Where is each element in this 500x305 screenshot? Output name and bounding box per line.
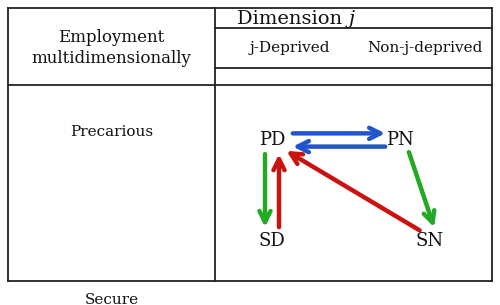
Text: Precarious: Precarious (70, 125, 153, 139)
Text: Employment: Employment (58, 29, 164, 46)
Text: j-Deprived: j-Deprived (250, 41, 330, 55)
Text: SN: SN (416, 232, 444, 250)
Text: PN: PN (386, 131, 414, 149)
Text: SD: SD (258, 232, 285, 250)
Text: j: j (348, 10, 354, 28)
Text: PD: PD (259, 131, 285, 149)
Text: multidimensionally: multidimensionally (32, 50, 192, 67)
Text: Secure: Secure (84, 293, 138, 305)
Text: Non-j-deprived: Non-j-deprived (368, 41, 482, 55)
Text: Dimension: Dimension (237, 10, 348, 28)
